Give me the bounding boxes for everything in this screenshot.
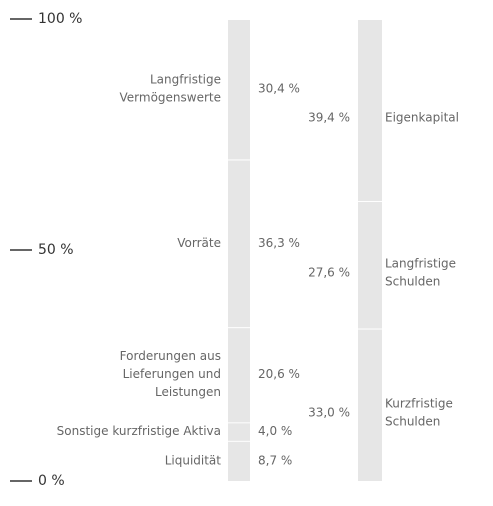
y-tick-label: 50 % bbox=[38, 242, 74, 258]
segment-label: Schulden bbox=[385, 274, 440, 288]
segment-label: Liquidität bbox=[165, 453, 222, 467]
segment-label: Forderungen aus bbox=[120, 349, 221, 363]
segment-label: Leistungen bbox=[155, 385, 221, 399]
y-tick-label: 100 % bbox=[38, 11, 82, 27]
bar-segment bbox=[358, 20, 382, 202]
value-label: 33,0 % bbox=[308, 405, 350, 419]
segment-label: Vermögenswerte bbox=[120, 91, 222, 105]
y-tick-label: 0 % bbox=[38, 473, 65, 489]
value-label: 39,4 % bbox=[308, 111, 350, 125]
bar-segment bbox=[228, 441, 250, 481]
value-label: 8,7 % bbox=[258, 453, 292, 467]
segment-label: Sonstige kurzfristige Aktiva bbox=[57, 424, 221, 438]
value-label: 20,6 % bbox=[258, 367, 300, 381]
value-label: 4,0 % bbox=[258, 424, 292, 438]
segment-label: Langfristige bbox=[150, 73, 221, 87]
segment-label: Kurzfristige bbox=[385, 396, 453, 410]
value-label: 30,4 % bbox=[258, 82, 300, 96]
segment-label: Eigenkapital bbox=[385, 111, 459, 125]
segment-label: Schulden bbox=[385, 414, 440, 428]
y-axis: 100 % 50 % 0 % bbox=[10, 11, 82, 489]
segment-label: Vorräte bbox=[177, 236, 221, 250]
bar-segment bbox=[228, 328, 250, 423]
value-label: 36,3 % bbox=[258, 236, 300, 250]
bar-segment bbox=[358, 202, 382, 329]
segment-label: Lieferungen und bbox=[123, 367, 221, 381]
bar-segment bbox=[228, 160, 250, 328]
segment-label: Langfristige bbox=[385, 256, 456, 270]
bar-segment bbox=[228, 423, 250, 441]
value-label: 27,6 % bbox=[308, 265, 350, 279]
bar-segment bbox=[358, 329, 382, 481]
bar-segment bbox=[228, 20, 250, 160]
